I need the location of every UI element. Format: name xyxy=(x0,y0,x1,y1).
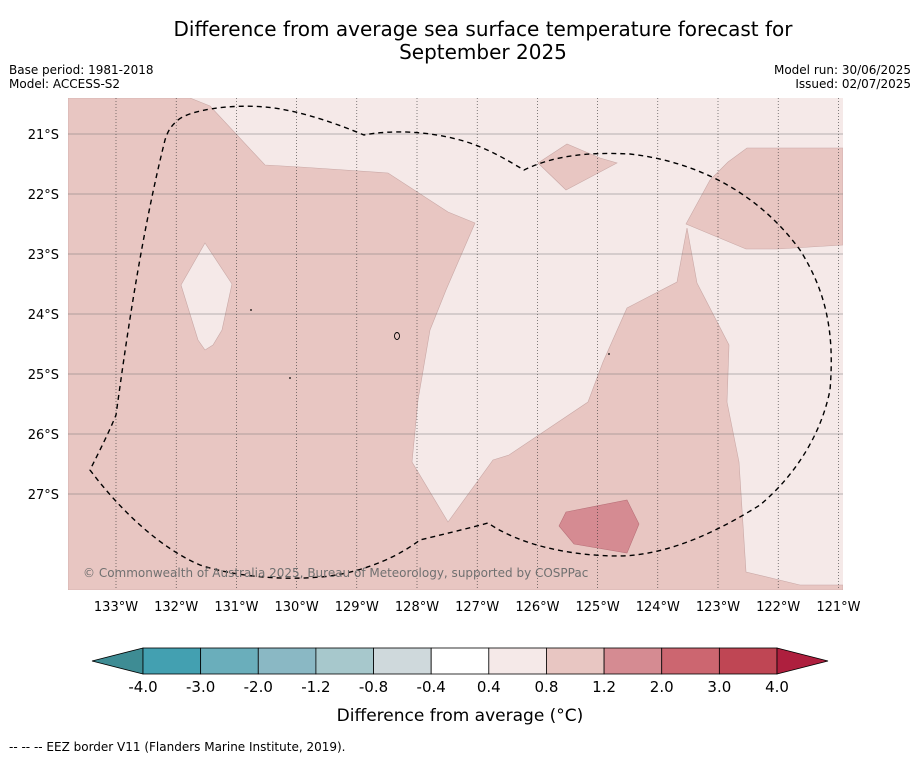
lon-tick-label: 132°W xyxy=(154,600,198,615)
colorbar-tick: -1.2 xyxy=(301,678,330,696)
colorbar-segment xyxy=(315,647,374,675)
anomaly-island xyxy=(180,242,233,351)
colorbar-segment xyxy=(257,647,317,675)
lat-tick-label: 26°S xyxy=(28,428,59,443)
base-period: Base period: 1981-2018 xyxy=(9,63,154,77)
colorbar-extend-low xyxy=(91,647,144,675)
anomaly-region-northeast xyxy=(685,147,843,250)
lat-tick-label: 22°S xyxy=(28,188,59,203)
colorbar-segment xyxy=(603,647,663,675)
lat-tick-label: 25°S xyxy=(28,368,59,383)
anomaly-region-small xyxy=(537,143,618,191)
title-line-2: September 2025 xyxy=(399,40,567,64)
colorbar-tick: -0.8 xyxy=(359,678,388,696)
copyright-notice: © Commonwealth of Australia 2025, Bureau… xyxy=(83,566,588,580)
lon-tick-label: 126°W xyxy=(515,600,559,615)
colorbar-tick: -4.0 xyxy=(128,678,157,696)
colorbar-tick-labels: -4.0 -3.0 -2.0 -1.2 -0.8 -0.4 0.4 0.8 1.2 2.0 3.0 4… xyxy=(128,678,789,696)
chart-title: Difference from average sea surface temp… xyxy=(0,18,919,64)
anomaly-region-warm xyxy=(558,499,640,554)
model-name: Model: ACCESS-S2 xyxy=(9,77,121,91)
island-marker-2 xyxy=(250,309,252,311)
colorbar-segment xyxy=(142,647,202,675)
lon-tick-label: 124°W xyxy=(636,600,680,615)
latitude-axis: 21°S 22°S 23°S 24°S 25°S 26°S 27°S xyxy=(28,128,59,503)
colorbar xyxy=(91,647,829,675)
colorbar-segment xyxy=(718,647,778,675)
lat-tick-label: 23°S xyxy=(28,248,59,263)
lon-tick-label: 122°W xyxy=(756,600,800,615)
colorbar-tick: 0.4 xyxy=(477,678,501,696)
colorbar-segment xyxy=(488,647,547,675)
meta-left: Base period: 1981-2018 Model: ACCESS-S2 xyxy=(9,63,154,91)
anomaly-region-west xyxy=(68,98,843,590)
colorbar-segment xyxy=(373,647,432,675)
meta-right: Model run: 30/06/2025 Issued: 02/07/2025 xyxy=(774,63,911,91)
island-marker-4 xyxy=(608,353,610,355)
model-run: Model run: 30/06/2025 xyxy=(773,63,911,77)
longitude-axis: 133°W 132°W 131°W 130°W 129°W 128°W 127°W 126°W… xyxy=(94,600,861,615)
lat-tick-label: 21°S xyxy=(28,128,59,143)
island-marker-3 xyxy=(289,377,291,379)
colorbar-tick: -0.4 xyxy=(417,678,446,696)
colorbar-tick: 4.0 xyxy=(765,678,789,696)
issued-date: Issued: 02/07/2025 xyxy=(795,77,911,91)
eez-border xyxy=(89,105,832,579)
lat-tick-label: 27°S xyxy=(28,488,59,503)
colorbar-tick: -2.0 xyxy=(244,678,273,696)
lat-tick-label: 24°S xyxy=(28,308,59,323)
graticule xyxy=(68,98,843,590)
lon-tick-label: 128°W xyxy=(395,600,439,615)
colorbar-segment xyxy=(546,647,605,675)
colorbar-tick: 2.0 xyxy=(650,678,674,696)
lon-tick-label: 131°W xyxy=(214,600,258,615)
colorbar-tick: 1.2 xyxy=(592,678,616,696)
lon-tick-label: 130°W xyxy=(275,600,319,615)
colorbar-segment xyxy=(661,647,720,675)
colorbar-segment xyxy=(200,647,259,675)
colorbar-label: Difference from average (°C) xyxy=(337,706,584,726)
colorbar-extend-high xyxy=(776,647,829,675)
lon-tick-label: 127°W xyxy=(455,600,499,615)
colorbar-tick: 0.8 xyxy=(535,678,559,696)
lon-tick-label: 123°W xyxy=(696,600,740,615)
lon-tick-label: 129°W xyxy=(335,600,379,615)
lon-tick-label: 121°W xyxy=(816,600,860,615)
island-marker-1 xyxy=(394,332,400,340)
colorbar-segment xyxy=(430,647,490,675)
map-area: © Commonwealth of Australia 2025, Bureau… xyxy=(68,98,843,590)
colorbar-tick: -3.0 xyxy=(186,678,215,696)
colorbar-tick: 3.0 xyxy=(707,678,731,696)
lon-tick-label: 133°W xyxy=(94,600,138,615)
lon-tick-label: 125°W xyxy=(576,600,620,615)
title-line-1: Difference from average sea surface temp… xyxy=(173,17,793,41)
eez-source-note: -- -- -- EEZ border V11 (Flanders Marine… xyxy=(9,740,346,754)
